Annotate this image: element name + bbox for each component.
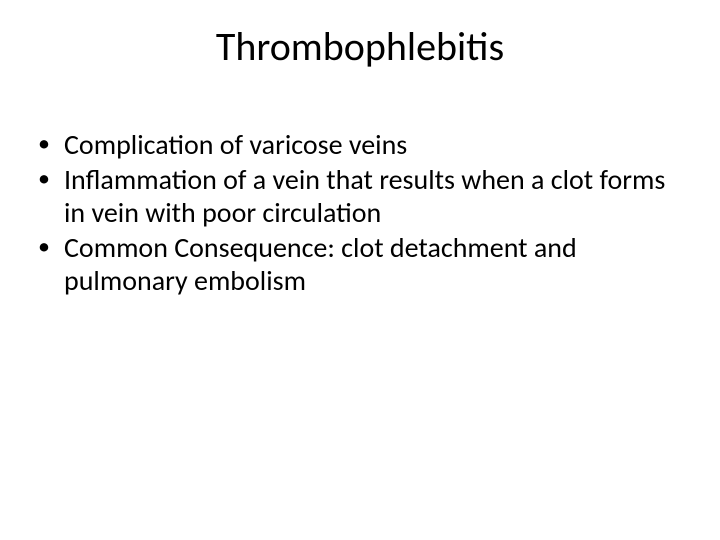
list-item: Inflammation of a vein that results when…: [36, 163, 684, 229]
slide: Thrombophlebitis Complication of varicos…: [0, 0, 720, 540]
slide-body: Complication of varicose veins Inflammat…: [36, 128, 684, 299]
list-item: Common Consequence: clot detachment and …: [36, 231, 684, 297]
bullet-list: Complication of varicose veins Inflammat…: [36, 128, 684, 297]
list-item: Complication of varicose veins: [36, 128, 684, 161]
slide-title: Thrombophlebitis: [0, 22, 720, 71]
